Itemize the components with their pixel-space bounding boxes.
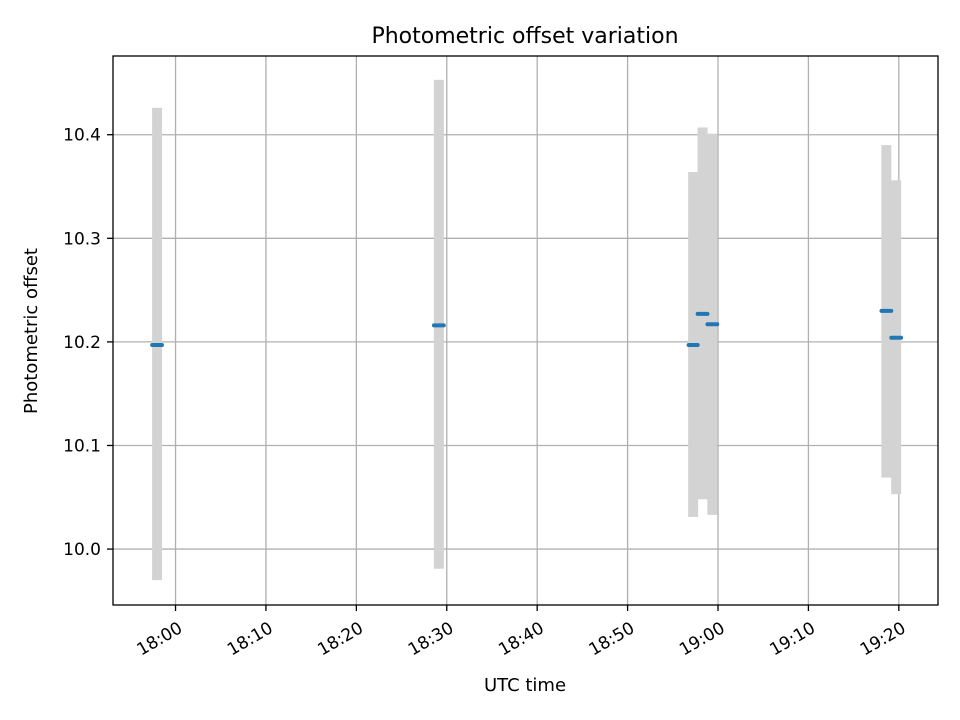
point-layer — [150, 308, 904, 348]
y-tick-label: 10.4 — [63, 126, 101, 146]
chart-title: Photometric offset variation — [371, 24, 678, 49]
y-tick-label: 10.1 — [63, 436, 101, 456]
x-axis-label: UTC time — [484, 675, 566, 696]
grid-layer — [113, 56, 938, 605]
y-tick-label: 10.0 — [63, 540, 101, 560]
plot-frame — [112, 55, 939, 606]
y-axis-label: Photometric offset — [21, 248, 42, 414]
y-tick-label: 10.3 — [63, 229, 101, 249]
y-tick-label: 10.2 — [63, 333, 101, 353]
